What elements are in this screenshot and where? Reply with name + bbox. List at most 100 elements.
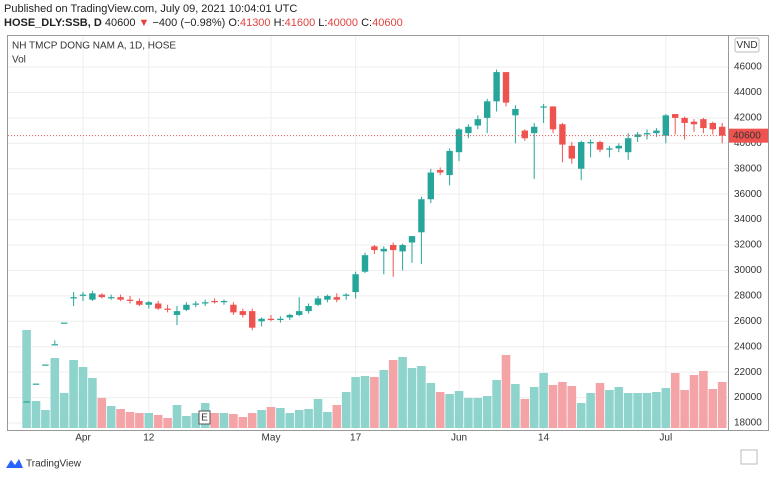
candle-body [258,318,265,322]
volume-bar [116,409,125,428]
volume-bar [341,392,351,428]
volume-bar [652,392,661,428]
candle-body [192,303,199,305]
candle-body [568,145,575,159]
volume-bar [247,413,257,428]
candle-body [596,142,604,150]
volume-bar [511,384,520,428]
volume-bar [238,417,248,428]
y-tick-label: 20000 [734,392,762,403]
candle-body [380,248,387,252]
volume-bar [435,392,445,428]
x-tick-label: 17 [350,433,362,444]
volume-bar [323,412,332,428]
logo-icon[interactable] [6,459,23,468]
volume-bar [661,388,671,428]
candle-body [183,304,190,310]
y-tick-label: 18000 [734,418,762,429]
candle-body [578,142,585,169]
volume-bar [482,396,492,428]
candle-body [521,130,528,139]
candle-body [700,119,707,129]
candle-body [455,129,463,153]
volume-label: Vol [12,55,26,66]
low: 40000 [327,17,358,29]
candle-body [343,294,350,296]
event-marker: E [201,413,208,424]
candle-body [70,297,77,299]
open-label: O: [228,17,240,29]
candle-body [267,318,275,321]
grid [8,36,728,430]
volume-bar [50,358,60,428]
candle-body [296,311,303,315]
volume-bar [454,391,464,428]
candle-body [79,294,87,296]
volume-bar [276,408,285,428]
volume-bar [417,366,426,428]
candle-body [164,308,171,310]
candle-body [305,306,312,312]
y-tick-label: 30000 [734,265,762,276]
candle-body [117,297,124,300]
candle-body [437,170,444,173]
y-tick-label: 34000 [734,214,762,225]
x-tick-label: Apr [75,433,91,444]
candle-body [540,106,547,108]
candle-body [361,255,369,272]
y-tick-label: 22000 [734,367,762,378]
volume-bar [88,378,97,428]
snapshot-icon[interactable] [740,449,758,465]
volume-bar [689,375,699,428]
currency[interactable]: VND [736,40,757,51]
open: 41300 [240,17,271,29]
volume-bar [313,399,323,428]
event-box [198,410,211,425]
candle-body [719,126,726,136]
volume-bar [78,367,88,428]
volume-bar [529,387,539,428]
candle-body [136,300,143,305]
volume-bar [576,403,586,428]
volume-bar [548,385,558,428]
volume-bar [426,383,436,428]
candle-body [484,101,491,118]
volume-layer [22,330,727,428]
candle-body [634,134,641,137]
volume-bar [97,398,107,428]
candle-body [399,245,406,252]
volume-bar [708,389,718,428]
y-tick-label: 46000 [734,62,762,73]
candle-body [465,126,472,134]
volume-bar [699,371,708,428]
candle-body [333,297,340,300]
volume-bar [182,416,191,428]
volume-bar [407,368,417,428]
volume-bar [285,413,295,428]
chart-frame [7,35,769,431]
candle-body [709,122,716,130]
brand-logo[interactable]: TradingView [6,459,82,470]
volume-bar [717,382,727,428]
candle-body [126,299,134,301]
candle-body [474,119,481,126]
volume-bar [125,412,135,428]
high: 41600 [285,17,316,29]
candle-body [352,274,359,293]
last-price-label: 40600 [733,130,761,141]
candle-body [427,172,434,200]
candle-body [653,130,660,134]
currency-box[interactable] [734,37,760,53]
y-tick-label: 36000 [734,189,762,200]
candle-body [408,236,416,243]
candle-body [230,304,237,313]
volume-bar [153,415,163,428]
brand[interactable]: TradingView [26,459,82,470]
candle-body [587,142,594,144]
volume-bar [492,380,501,428]
candle-body [61,322,68,324]
volume-bar [445,394,454,428]
volume-bar [520,399,530,428]
high-label: H: [274,17,285,29]
volume-bar [370,377,379,428]
